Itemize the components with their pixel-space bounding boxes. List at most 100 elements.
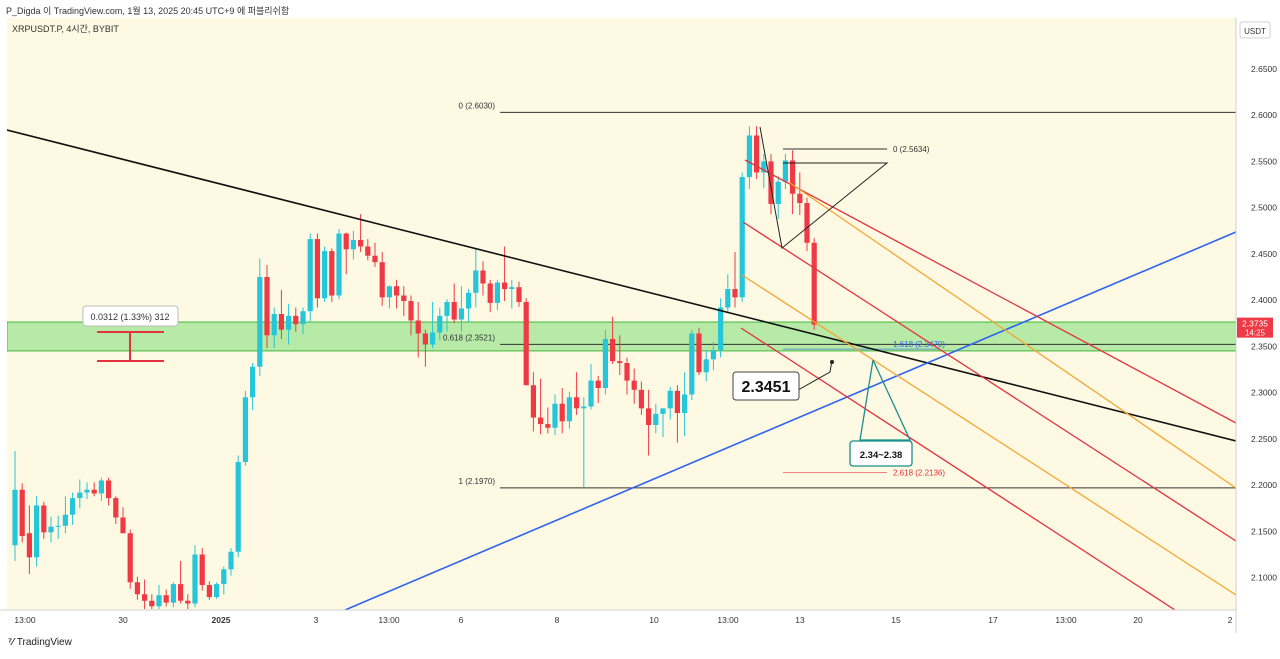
- candle-body[interactable]: [638, 389, 644, 409]
- candle-body[interactable]: [646, 408, 652, 425]
- candle-body[interactable]: [667, 390, 673, 409]
- candle-body[interactable]: [235, 462, 241, 552]
- candle-body[interactable]: [761, 161, 767, 173]
- candle-body[interactable]: [178, 584, 184, 601]
- candle-body[interactable]: [55, 525, 61, 527]
- candle-body[interactable]: [329, 251, 335, 296]
- measure-label-box[interactable]: [82, 305, 179, 327]
- candle-body[interactable]: [674, 390, 680, 413]
- candle-body[interactable]: [149, 600, 155, 607]
- candle-body[interactable]: [509, 287, 515, 290]
- candle-body[interactable]: [430, 332, 436, 345]
- candle-body[interactable]: [12, 489, 18, 546]
- candle-body[interactable]: [106, 480, 112, 499]
- candle-body[interactable]: [142, 594, 148, 601]
- channel-line-5[interactable]: [741, 274, 1236, 596]
- candle-body[interactable]: [516, 287, 522, 302]
- candle-body[interactable]: [415, 320, 421, 334]
- candle-body[interactable]: [26, 533, 32, 558]
- candle-body[interactable]: [703, 359, 709, 373]
- candle-body[interactable]: [127, 533, 133, 583]
- candle-body[interactable]: [358, 240, 364, 247]
- triangle-pattern[interactable]: [759, 126, 889, 249]
- candle-body[interactable]: [473, 270, 479, 293]
- candle-body[interactable]: [422, 333, 428, 345]
- candle-body[interactable]: [566, 397, 572, 422]
- candle-body[interactable]: [293, 315, 299, 325]
- candle-body[interactable]: [602, 338, 608, 388]
- candle-body[interactable]: [480, 270, 486, 284]
- descending-trendline[interactable]: [7, 129, 1236, 442]
- candle-body[interactable]: [379, 262, 385, 298]
- candle-body[interactable]: [545, 424, 551, 428]
- candle-body[interactable]: [660, 408, 666, 414]
- candle-body[interactable]: [250, 366, 256, 398]
- candle-body[interactable]: [350, 240, 356, 250]
- candle-body[interactable]: [487, 283, 493, 303]
- candle-body[interactable]: [336, 233, 342, 296]
- candle-body[interactable]: [34, 505, 40, 558]
- candle-body[interactable]: [134, 582, 140, 595]
- candle-body[interactable]: [552, 403, 558, 428]
- candle-body[interactable]: [725, 289, 731, 308]
- candle-body[interactable]: [624, 363, 630, 381]
- candle-body[interactable]: [466, 292, 472, 309]
- current-price-tag[interactable]: [1237, 317, 1273, 338]
- candle-body[interactable]: [811, 242, 817, 325]
- currency-label-box[interactable]: [1239, 21, 1271, 39]
- candle-body[interactable]: [70, 498, 76, 515]
- target-box[interactable]: [849, 440, 913, 467]
- candle-body[interactable]: [595, 380, 601, 388]
- candle-body[interactable]: [804, 203, 810, 243]
- candle-body[interactable]: [451, 301, 457, 320]
- candle-body[interactable]: [754, 135, 760, 173]
- candle-body[interactable]: [530, 385, 536, 418]
- candle-body[interactable]: [192, 554, 198, 604]
- candle-body[interactable]: [538, 417, 544, 425]
- candle-body[interactable]: [732, 289, 738, 298]
- candle-body[interactable]: [62, 514, 68, 526]
- candle-body[interactable]: [559, 403, 565, 422]
- price-callout-box[interactable]: [732, 371, 800, 401]
- candle-body[interactable]: [696, 333, 702, 373]
- candle-body[interactable]: [307, 239, 313, 312]
- channel-line-4[interactable]: [789, 182, 1236, 489]
- candle-body[interactable]: [574, 397, 580, 409]
- candle-body[interactable]: [790, 160, 796, 194]
- channel-line-3[interactable]: [740, 327, 1176, 610]
- candle-body[interactable]: [77, 492, 83, 499]
- candle-body[interactable]: [278, 314, 284, 330]
- candle-body[interactable]: [739, 177, 745, 298]
- candle-body[interactable]: [768, 161, 774, 204]
- candle-body[interactable]: [48, 526, 54, 533]
- candle-body[interactable]: [257, 277, 263, 367]
- candle-body[interactable]: [523, 301, 529, 386]
- candle-body[interactable]: [120, 517, 126, 534]
- candle-body[interactable]: [84, 489, 90, 493]
- candle-body[interactable]: [408, 301, 414, 321]
- tradingview-logo[interactable]: ⁷⁄ TradingView: [8, 637, 72, 648]
- candle-body[interactable]: [437, 315, 443, 333]
- candle-body[interactable]: [41, 505, 47, 533]
- channel-line-1[interactable]: [744, 159, 1236, 424]
- candle-body[interactable]: [322, 251, 328, 299]
- support-zone[interactable]: [7, 321, 1236, 352]
- candle-body[interactable]: [221, 569, 227, 585]
- candle-body[interactable]: [214, 584, 220, 598]
- candle-body[interactable]: [588, 380, 594, 407]
- candle-body[interactable]: [775, 181, 781, 204]
- candle-body[interactable]: [199, 554, 205, 586]
- candle-body[interactable]: [271, 314, 277, 336]
- candle-body[interactable]: [444, 301, 450, 316]
- ascending-trendline[interactable]: [344, 231, 1236, 610]
- candle-body[interactable]: [494, 282, 500, 303]
- candle-body[interactable]: [710, 350, 716, 360]
- candle-body[interactable]: [502, 282, 508, 290]
- symbol-label[interactable]: XRPUSDT.P, 4시간, BYBIT: [12, 24, 119, 34]
- candle-body[interactable]: [228, 551, 234, 570]
- candle-body[interactable]: [286, 315, 292, 330]
- candle-body[interactable]: [98, 480, 104, 494]
- candle-body[interactable]: [163, 595, 169, 603]
